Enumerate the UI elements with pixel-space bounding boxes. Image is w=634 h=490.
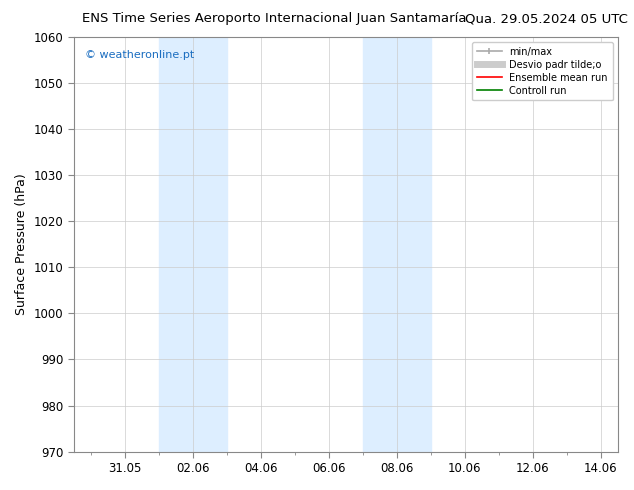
Bar	[363, 37, 430, 452]
Text: Qua. 29.05.2024 05 UTC: Qua. 29.05.2024 05 UTC	[465, 12, 628, 25]
Text: ENS Time Series Aeroporto Internacional Juan Santamaría: ENS Time Series Aeroporto Internacional …	[82, 12, 467, 25]
Legend: min/max, Desvio padr tilde;o, Ensemble mean run, Controll run: min/max, Desvio padr tilde;o, Ensemble m…	[472, 42, 612, 100]
Text: © weatheronline.pt: © weatheronline.pt	[84, 49, 194, 60]
Y-axis label: Surface Pressure (hPa): Surface Pressure (hPa)	[15, 173, 28, 315]
Bar	[158, 37, 227, 452]
